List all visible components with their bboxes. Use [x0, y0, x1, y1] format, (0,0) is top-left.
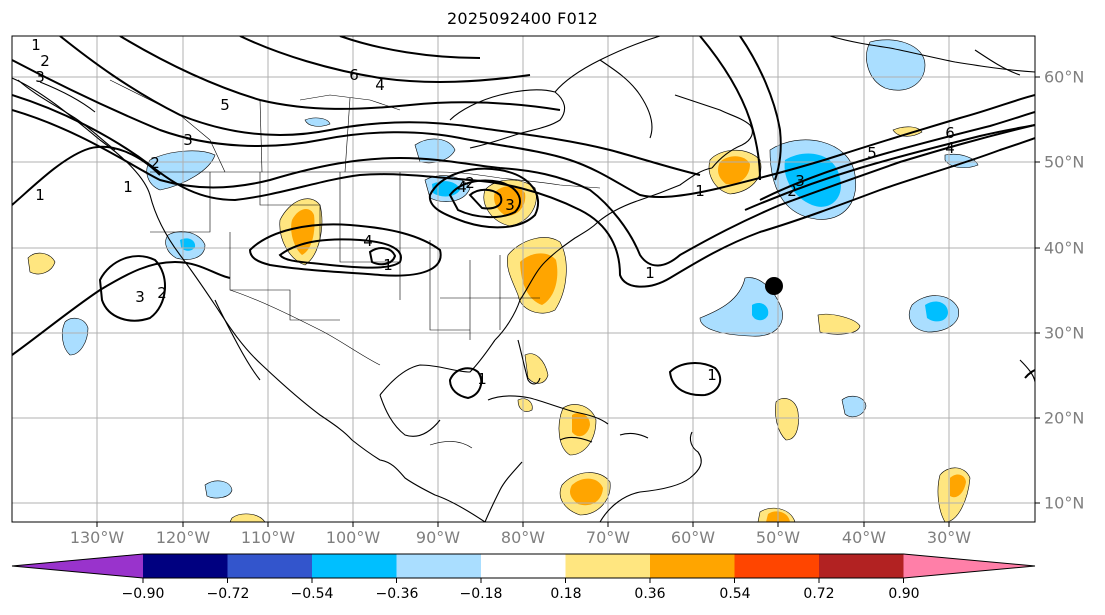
lat-label: 50°N [1044, 152, 1085, 172]
contour-label: 5 [867, 144, 877, 162]
contour-label: 2 [150, 154, 160, 172]
neg-anomaly-region [866, 39, 926, 91]
contour-label: 3 [505, 196, 515, 214]
lon-label: 90°W [415, 528, 461, 547]
lon-label: 110°W [240, 528, 296, 547]
colorbar-segment [143, 554, 228, 578]
colorbar-tick-label: 0.54 [719, 586, 751, 602]
pos-anomaly-core [572, 413, 590, 437]
lon-label: 80°W [500, 528, 546, 547]
lon-label: 70°W [585, 528, 631, 547]
colorbar-extend-max [903, 554, 1035, 578]
neg-anomaly-region [61, 317, 89, 356]
colorbar [11, 553, 1036, 583]
pos-anomaly-region [517, 398, 533, 412]
lat-label: 10°N [1044, 493, 1085, 513]
neg-anomaly-region [304, 117, 331, 127]
contour-label: 2 [787, 182, 797, 200]
pos-anomaly-region [817, 313, 861, 335]
contour-label: 1 [695, 182, 705, 200]
lon-label: 40°W [841, 528, 887, 547]
anomaly-shading [27, 39, 979, 522]
pos-anomaly-region [27, 252, 56, 275]
contour-label: 5 [220, 96, 230, 114]
neg-anomaly-region [414, 138, 456, 164]
pos-anomaly-region [892, 126, 923, 137]
contour-label: 6 [349, 66, 359, 84]
location-marker [765, 277, 783, 295]
colorbar-segments [11, 553, 1036, 579]
contour-label: 1 [383, 256, 393, 274]
colorbar-tick-label: −0.36 [375, 586, 419, 602]
lon-label: 60°W [670, 528, 716, 547]
pos-anomaly-region [524, 353, 549, 384]
pos-anomaly-core [950, 474, 966, 498]
colorbar-tick-label: −0.72 [206, 586, 250, 602]
colorbar-segment [650, 554, 735, 578]
pos-anomaly-region [775, 398, 799, 441]
colorbar-segment [565, 554, 651, 578]
pos-anomaly-core [718, 156, 750, 185]
map-canvas: 1 2 3 4 5 6 4 3 2 1 1 2 3 4 1 6 5 4 3 2 … [11, 35, 1040, 527]
pos-anomaly-core [520, 253, 558, 305]
lat-label: 40°N [1044, 238, 1085, 258]
contour-label: 2 [40, 52, 50, 70]
contour-label: 1 [477, 370, 487, 388]
contour-label: 2 [465, 174, 475, 192]
contour-label: 2 [157, 284, 167, 302]
contour-label: 4 [945, 139, 955, 157]
lon-label: 120°W [155, 528, 211, 547]
pos-anomaly-core [570, 478, 603, 506]
colorbar-tick-label: −0.18 [459, 586, 503, 602]
colorbar-segment [734, 554, 820, 578]
contour-label: 1 [31, 36, 41, 54]
colorbar-ticks [142, 578, 904, 583]
borders [109, 79, 601, 449]
colorbar-tick-label: −0.54 [290, 586, 334, 602]
contour-label: 1 [35, 186, 45, 204]
lon-label: 130°W [69, 528, 125, 547]
colorbar-segment [481, 554, 566, 578]
contour-label: 4 [375, 76, 385, 94]
lat-label: 30°N [1044, 323, 1085, 343]
lon-label: 50°W [755, 528, 801, 547]
neg-anomaly-region [204, 480, 233, 499]
contour-label: 4 [457, 178, 467, 196]
lon-label: 30°W [926, 528, 972, 547]
map-title: 2025092400 F012 [446, 9, 599, 28]
colorbar-segment [227, 554, 313, 578]
contour-label: 1 [645, 264, 655, 282]
contour-label: 3 [795, 172, 805, 190]
contour-label: 3 [35, 68, 45, 86]
lat-label: 20°N [1044, 408, 1085, 428]
contour-label: 3 [183, 131, 193, 149]
contour-lines [12, 36, 1035, 400]
neg-anomaly-region [841, 395, 867, 418]
contour-label: 1 [707, 366, 717, 384]
contour-label: 1 [123, 178, 133, 196]
lat-label: 60°N [1044, 67, 1085, 87]
lon-label: 100°W [325, 528, 381, 547]
coastlines [12, 36, 1035, 522]
colorbar-tick-label: 0.18 [550, 586, 582, 602]
neg-anomaly-region [699, 277, 783, 337]
colorbar-segment [312, 554, 397, 578]
neg-anomaly-core [752, 303, 769, 321]
pos-anomaly-region [229, 513, 266, 522]
axis-ticks [96, 76, 1040, 527]
contour-label: 3 [135, 288, 145, 306]
colorbar-tick-label: 0.36 [634, 586, 666, 602]
colorbar-segment [819, 554, 904, 578]
colorbar-tick-label: −0.90 [121, 586, 165, 602]
colorbar-extend-min [12, 554, 143, 578]
contour-label: 4 [363, 232, 373, 250]
contour-label-group: 1 2 3 4 5 6 4 3 2 1 1 2 3 4 1 6 5 4 3 2 … [31, 36, 955, 388]
colorbar-segment [396, 554, 482, 578]
neg-anomaly-core [925, 301, 948, 322]
colorbar-tick-label: 0.72 [803, 586, 835, 602]
colorbar-tick-label: 0.90 [888, 586, 920, 602]
contour-label: 6 [945, 124, 955, 142]
